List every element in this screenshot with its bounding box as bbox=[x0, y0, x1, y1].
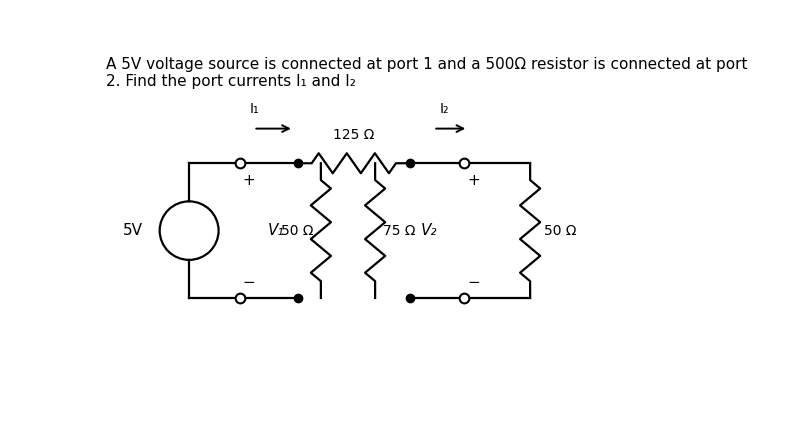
Text: 50 Ω: 50 Ω bbox=[544, 224, 577, 238]
Text: 50 Ω: 50 Ω bbox=[281, 224, 313, 238]
Text: V₁: V₁ bbox=[268, 223, 285, 238]
Text: 125 Ω: 125 Ω bbox=[333, 128, 374, 142]
Text: A 5V voltage source is connected at port 1 and a 500Ω resistor is connected at p: A 5V voltage source is connected at port… bbox=[106, 57, 748, 89]
Text: −: − bbox=[467, 275, 480, 290]
Text: +: + bbox=[467, 173, 480, 187]
Text: +: + bbox=[242, 173, 255, 187]
Text: I₁: I₁ bbox=[250, 102, 259, 116]
Text: V₂: V₂ bbox=[421, 223, 438, 238]
Text: 5V: 5V bbox=[122, 223, 142, 238]
Text: 75 Ω: 75 Ω bbox=[383, 224, 415, 238]
Text: I₂: I₂ bbox=[440, 102, 450, 116]
Text: −: − bbox=[242, 275, 255, 290]
